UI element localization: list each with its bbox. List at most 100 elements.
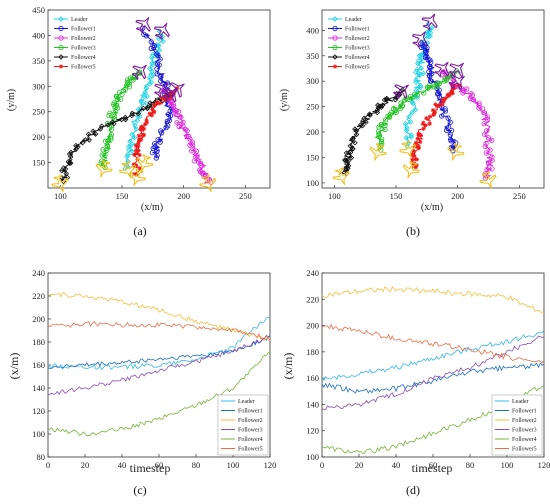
- x-tick-label: 100: [501, 460, 514, 470]
- x-tick-label: 80: [192, 460, 201, 470]
- trajectory-point: [156, 62, 162, 68]
- trajectory-point: [414, 92, 420, 98]
- airplane-start-icon: [128, 168, 146, 186]
- airplane-start-icon: [447, 143, 465, 161]
- y-tick-label: 200: [32, 132, 45, 142]
- trajectory-point: [122, 114, 129, 121]
- trajectory-point: [155, 136, 161, 143]
- trajectory-point: [145, 104, 151, 110]
- trajectory-point: [67, 160, 74, 166]
- x-tick-label: 250: [239, 191, 252, 201]
- trajectory-point: [82, 137, 88, 143]
- trajectory-point: [137, 165, 142, 171]
- y-tick-label: 100: [306, 178, 319, 188]
- trajectory-point: [168, 99, 174, 105]
- airplane-start-icon: [199, 174, 217, 193]
- trajectory-point: [427, 74, 433, 80]
- trajectory-point: [174, 86, 180, 91]
- airplane-start-icon: [119, 160, 137, 179]
- trajectory-point: [86, 137, 92, 143]
- trajectory-point: [115, 105, 121, 111]
- trajectory-point: [186, 133, 192, 139]
- airplane-start-icon: [402, 160, 420, 179]
- trajectory-point: [137, 152, 142, 158]
- trajectory-point: [445, 115, 451, 121]
- y-tick-label: 180: [306, 347, 319, 357]
- x-tick-label: 100: [328, 191, 341, 201]
- trajectory-point: [407, 119, 414, 125]
- series-line-follower5: [322, 323, 544, 364]
- trajectory-point: [198, 162, 204, 168]
- trajectory-point: [442, 75, 448, 81]
- x-tick-label: 80: [466, 460, 475, 470]
- series-markers-follower2: [159, 88, 214, 185]
- trajectory-point: [411, 153, 416, 158]
- trajectory-point: [138, 137, 144, 143]
- legend-marker: [332, 25, 338, 32]
- trajectory-point: [139, 124, 144, 130]
- trajectory-point: [165, 123, 171, 129]
- series-line-follower1: [322, 362, 544, 394]
- trajectory-point: [66, 151, 73, 157]
- trajectory-point: [108, 136, 114, 142]
- y-axis-label: (y/m): [6, 89, 17, 111]
- trajectory-point: [418, 65, 424, 71]
- trajectory-point: [198, 160, 204, 166]
- y-tick-label: 240: [306, 268, 319, 278]
- trajectory-point: [427, 30, 434, 36]
- legend-label: Follower5: [345, 65, 370, 71]
- trajectory-point: [104, 147, 110, 154]
- trajectory-point: [66, 160, 73, 167]
- trajectory-point: [126, 147, 132, 153]
- trajectory-point: [450, 83, 455, 88]
- legend-marker: [58, 25, 64, 32]
- trajectory-point: [434, 83, 440, 90]
- series-markers-follower5: [409, 83, 462, 170]
- trajectory-point: [408, 134, 415, 140]
- x-tick-label: 0: [320, 460, 324, 470]
- trajectory-point: [138, 98, 145, 104]
- y-tick-label: 250: [32, 107, 45, 117]
- trajectory-point: [142, 122, 148, 127]
- trajectory-point: [416, 52, 423, 59]
- trajectory-point: [467, 96, 474, 102]
- series-line-follower3: [48, 334, 270, 396]
- trajectory-point: [427, 121, 432, 126]
- trajectory-point: [353, 127, 360, 134]
- trajectory-point: [476, 102, 482, 109]
- trajectory-point: [378, 138, 385, 145]
- trajectory-point: [460, 87, 467, 94]
- trajectory-point: [144, 117, 149, 123]
- legend-label: Follower3: [345, 46, 370, 52]
- legend-box: [217, 394, 269, 456]
- trajectory-point: [197, 167, 203, 173]
- trajectory-point: [415, 58, 422, 64]
- x-tick-label: 40: [118, 460, 127, 470]
- panel-c-timestep-plot: 0 20 40 60 80 100 120 80 100 120 140 160 180 200 220 24…: [7, 268, 276, 475]
- y-tick-label: 400: [306, 25, 319, 35]
- trajectory-point: [406, 96, 412, 102]
- trajectory-point: [469, 92, 475, 98]
- trajectory-point: [156, 101, 162, 106]
- x-tick-label: 0: [46, 460, 50, 470]
- trajectory-point: [424, 116, 429, 121]
- y-tick-label: 140: [32, 383, 45, 393]
- y-axis-label: (x/m): [7, 353, 21, 380]
- y-tick-label: 400: [32, 30, 45, 40]
- x-tick-label: 200: [177, 191, 190, 201]
- trajectory-point: [427, 33, 433, 39]
- trajectory-point: [398, 100, 404, 106]
- airplane-end-icon: [162, 87, 179, 103]
- trajectory-point: [418, 51, 425, 58]
- trajectory-point: [447, 132, 453, 138]
- y-tick-label: 140: [306, 399, 319, 409]
- y-axis-label: (y/m): [279, 89, 290, 111]
- legend-label: Leader: [71, 17, 88, 23]
- legend-label: Follower2: [345, 36, 370, 42]
- airplane-end-icon: [135, 17, 151, 34]
- trajectory-point: [408, 132, 415, 138]
- trajectory-point: [352, 139, 358, 146]
- trajectory-point: [353, 131, 360, 138]
- y-tick-label: 150: [306, 152, 319, 162]
- trajectory-point: [484, 114, 491, 120]
